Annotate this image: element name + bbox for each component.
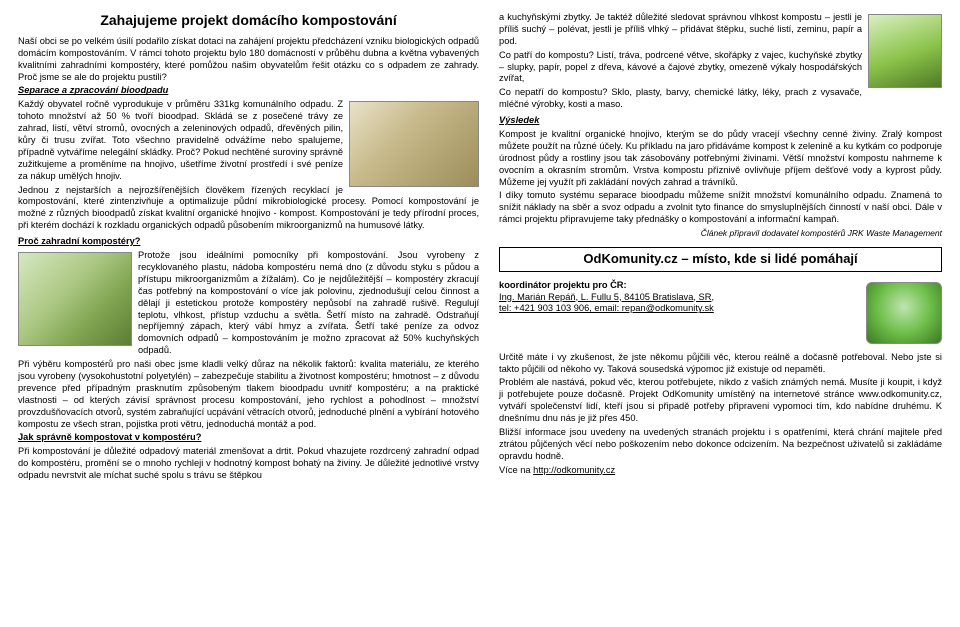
- body-paragraph: Kompost je kvalitní organické hnojivo, k…: [499, 129, 942, 188]
- recycling-bags-image: [349, 101, 479, 187]
- composter-image: [18, 252, 132, 346]
- contact-name-link[interactable]: Ing. Marián Repáň, L. Fullu 5, 84105 Bra…: [499, 292, 714, 302]
- page-title: Zahajujeme projekt domácího kompostování: [18, 12, 479, 30]
- body-paragraph: Co nepatří do kompostu? Sklo, plasty, ba…: [499, 87, 942, 111]
- article-credit: Článek připravil dodavatel kompostérů JR…: [499, 228, 942, 239]
- section-heading-separace: Separace a zpracování bioodpadu: [18, 85, 479, 97]
- body-paragraph: Při výběru kompostérů pro naši obec jsme…: [18, 359, 479, 430]
- body-paragraph: Bližší informace jsou uvedeny na uvedený…: [499, 427, 942, 463]
- right-column: a kuchyňskými zbytky. Je taktéž důležité…: [499, 12, 942, 484]
- odkomunity-box-title: OdKomunity.cz – místo, kde si lidé pomáh…: [499, 247, 942, 272]
- body-paragraph: Jednou z nejstarších a nejrozšířenějších…: [18, 185, 479, 233]
- more-label: Více na: [499, 465, 533, 475]
- intro-paragraph: Naší obci se po velkém úsilí podařilo zí…: [18, 36, 479, 84]
- contact-block: koordinátor projektu pro ČR: Ing. Marián…: [499, 280, 942, 316]
- section-heading-jak: Jak správně kompostovat v kompostéru?: [18, 432, 479, 444]
- left-column: Zahajujeme projekt domácího kompostování…: [18, 12, 479, 484]
- section-heading-vysledek: Výsledek: [499, 115, 942, 127]
- body-paragraph: Při kompostování je důležité odpadový ma…: [18, 446, 479, 482]
- contact-tel-link[interactable]: tel: +421 903 103 906, email: repan@odko…: [499, 303, 714, 313]
- body-paragraph: Problém ale nastává, pokud věc, kterou p…: [499, 377, 942, 425]
- more-url-link[interactable]: http://odkomunity.cz: [533, 465, 615, 475]
- globe-hands-icon: [866, 282, 942, 344]
- compost-bin-image: [868, 14, 942, 88]
- section-heading-proc: Proč zahradní kompostéry?: [18, 236, 479, 248]
- body-paragraph: Určitě máte i vy zkušenost, že jste něko…: [499, 352, 942, 376]
- more-info: Více na http://odkomunity.cz: [499, 465, 942, 477]
- body-paragraph: I díky tomuto systému separace bioodpadu…: [499, 190, 942, 226]
